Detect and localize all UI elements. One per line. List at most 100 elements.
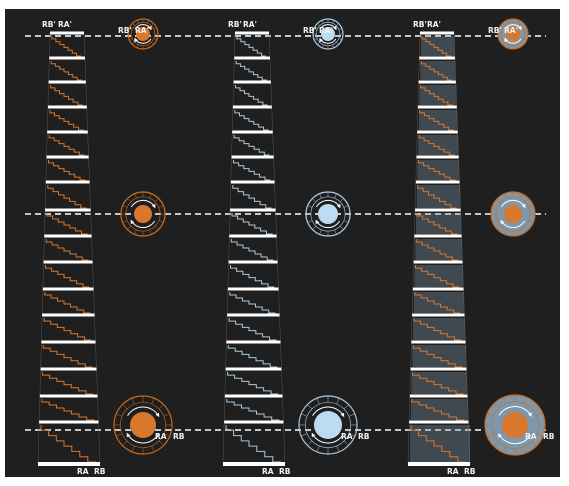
radial-tick xyxy=(129,28,133,30)
stair-flight xyxy=(45,265,90,288)
radial-tick xyxy=(151,42,154,45)
radial-tick xyxy=(523,446,527,453)
stair-landing xyxy=(412,287,464,291)
stair-flight xyxy=(43,318,92,341)
rotation-arrow xyxy=(498,433,532,445)
stair-flight xyxy=(41,399,95,421)
stair-landing xyxy=(409,420,469,424)
stair-landing xyxy=(232,130,273,134)
stair-landing xyxy=(42,313,95,317)
radial-tick xyxy=(316,445,320,452)
radial-tick xyxy=(322,44,324,48)
rotation-core xyxy=(134,205,152,223)
radial-tick xyxy=(528,205,534,208)
stair-flight xyxy=(42,345,93,368)
stair-guide-right xyxy=(83,32,101,465)
rotation-circle xyxy=(497,18,529,50)
stair-flight xyxy=(227,372,279,395)
stair-flight xyxy=(411,399,465,421)
stair-flight xyxy=(227,345,278,368)
radial-tick xyxy=(493,403,499,409)
stair-flight-fill xyxy=(413,292,464,313)
stair-flight xyxy=(228,318,277,341)
stair-flight xyxy=(420,61,452,81)
stair-flight xyxy=(417,185,457,209)
rotation-circles xyxy=(113,18,546,456)
stair-flight xyxy=(225,425,281,463)
stair-flight xyxy=(412,372,464,395)
radial-tick xyxy=(307,205,313,208)
label-rb-prime-circle3: RB' xyxy=(488,26,502,35)
radial-tick xyxy=(158,404,164,410)
radial-tick xyxy=(336,42,339,45)
stair-landing xyxy=(50,31,84,35)
radial-tick xyxy=(499,38,503,40)
stair-landing xyxy=(40,367,97,371)
radial-tick xyxy=(531,403,537,409)
radial-tick xyxy=(336,398,340,405)
radial-tick xyxy=(127,225,132,230)
stair-flight xyxy=(48,135,85,156)
radial-tick xyxy=(493,441,499,447)
level-lines xyxy=(25,35,546,431)
stair-landing xyxy=(410,367,467,371)
stair-landing xyxy=(419,56,455,60)
radial-tick xyxy=(348,413,355,417)
radial-tick xyxy=(319,193,322,199)
stair-landing xyxy=(41,340,96,344)
radial-tick xyxy=(492,220,498,223)
radial-tick xyxy=(163,433,170,437)
rotation-circle xyxy=(113,395,173,455)
stair-landing xyxy=(230,180,275,184)
radial-tick xyxy=(149,229,152,235)
stair-landing xyxy=(414,234,462,238)
label-ra-col2: RA xyxy=(262,467,274,476)
stair-guide-left xyxy=(37,32,51,465)
stair-flight xyxy=(48,160,86,181)
rotation-core xyxy=(314,411,342,439)
stair-flight xyxy=(46,213,88,235)
stair-landing xyxy=(43,260,93,264)
radial-tick xyxy=(519,193,522,199)
radial-tick xyxy=(147,20,149,24)
rotation-arrow xyxy=(319,37,337,44)
stair-flight xyxy=(231,213,273,235)
stair-landing xyxy=(48,80,86,84)
radial-tick xyxy=(122,440,128,446)
stair-flight-fill xyxy=(420,61,456,80)
rotation-arrow xyxy=(126,432,159,444)
rotation-arrow xyxy=(319,24,337,31)
stair-landing xyxy=(39,394,98,398)
stair-flight xyxy=(230,239,274,261)
stair-landing xyxy=(411,340,466,344)
stair-flight xyxy=(412,345,463,368)
radial-tick xyxy=(528,220,534,223)
label-rb-prime-col2: RB' xyxy=(228,20,242,29)
radial-tick xyxy=(132,42,135,45)
radial-tick xyxy=(507,20,509,24)
radial-tick xyxy=(338,28,342,30)
radial-tick xyxy=(336,445,340,452)
stair-flight xyxy=(235,85,268,106)
radial-tick xyxy=(154,198,159,203)
gray-stair-column xyxy=(407,31,471,466)
stair-landing xyxy=(420,31,454,35)
label-ra-circle3: RA xyxy=(525,432,537,441)
stair-landing xyxy=(415,208,461,212)
radial-tick xyxy=(521,23,524,26)
stair-landing xyxy=(44,234,92,238)
stair-flight-fill xyxy=(414,265,464,287)
orange-stair-column xyxy=(37,31,101,466)
stair-flight-fill xyxy=(420,36,455,56)
radial-tick xyxy=(334,193,337,199)
rotation-arrow xyxy=(500,219,526,229)
stair-flight xyxy=(47,185,87,209)
stair-flight xyxy=(50,85,83,106)
rotation-circle xyxy=(298,395,358,455)
stair-flight xyxy=(418,135,455,156)
label-rb-prime-circle1: RB' xyxy=(118,26,132,35)
radial-tick xyxy=(343,404,349,410)
stair-landing xyxy=(42,287,94,291)
radial-tick xyxy=(332,20,334,24)
radial-tick xyxy=(536,433,543,437)
